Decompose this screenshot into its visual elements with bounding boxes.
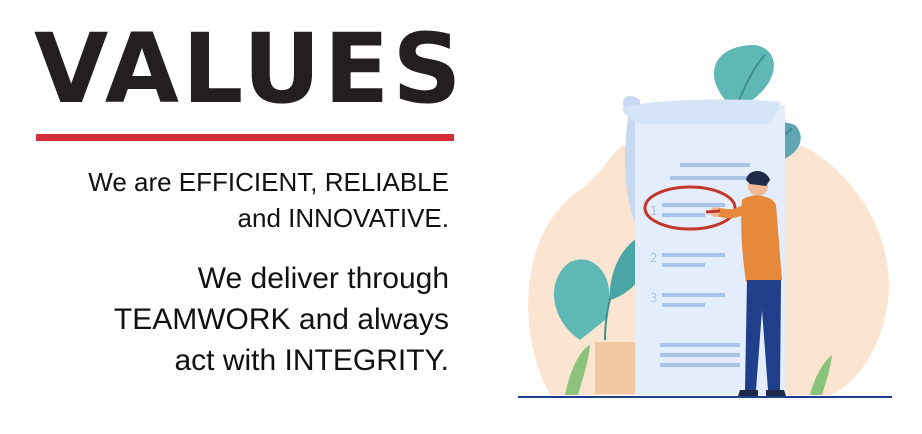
values-title: VALUES bbox=[34, 13, 465, 125]
list-number-1: 1 bbox=[650, 204, 658, 218]
list-number-3: 3 bbox=[650, 291, 658, 305]
paragraph-2-line-2: TEAMWORK and always bbox=[113, 303, 449, 336]
paragraph-1-line-2: and INNOVATIVE. bbox=[237, 203, 449, 233]
list-number-2: 2 bbox=[650, 251, 658, 265]
title-underline bbox=[36, 134, 454, 141]
paragraph-2-line-3: act with INTEGRITY. bbox=[174, 344, 449, 377]
paragraph-2-line-1: We deliver through bbox=[197, 262, 449, 295]
paragraph-1-line-1: We are EFFICIENT, RELIABLE bbox=[88, 167, 449, 197]
person-checking-list-illustration: 1 2 3 bbox=[510, 0, 910, 420]
values-paragraph-1: We are EFFICIENT, RELIABLE and INNOVATIV… bbox=[88, 164, 449, 236]
person-figure-icon bbox=[705, 171, 786, 396]
values-paragraph-2: We deliver through TEAMWORK and always a… bbox=[114, 258, 449, 381]
